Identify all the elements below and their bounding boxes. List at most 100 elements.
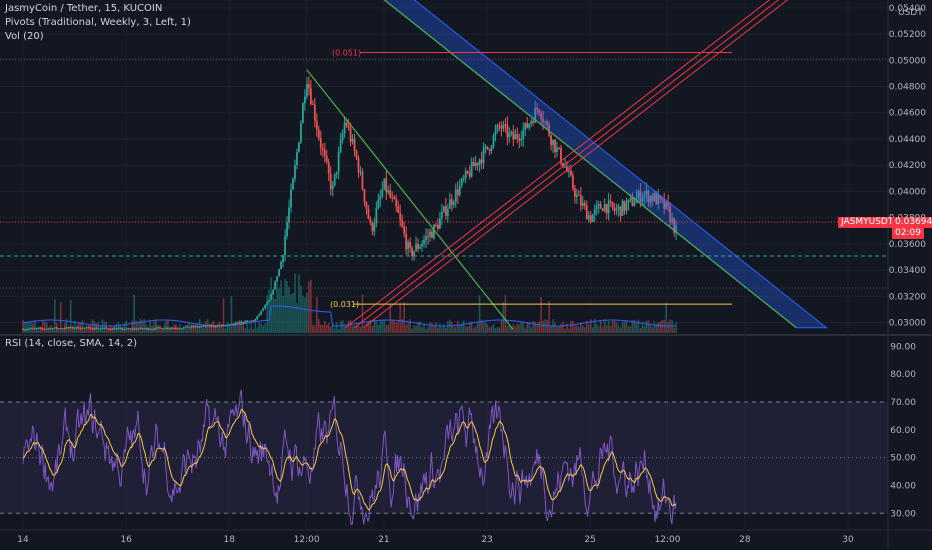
volume-bar — [214, 324, 217, 333]
candle-body — [369, 218, 372, 223]
volume-bar — [274, 298, 276, 333]
candle-body — [307, 84, 310, 89]
volume-bar — [490, 326, 493, 333]
candle-body — [631, 197, 634, 206]
candle-body — [343, 122, 346, 134]
candle-body — [264, 304, 267, 309]
volume-bar — [73, 320, 76, 333]
volume-bar — [639, 327, 642, 333]
candle-body — [468, 172, 471, 177]
candle-body — [327, 161, 330, 174]
volume-bar — [482, 322, 485, 333]
candle-body — [351, 138, 354, 142]
volume-bar — [379, 321, 382, 333]
candle-body — [319, 138, 322, 148]
candle-body — [321, 147, 324, 150]
volume-bar — [486, 324, 489, 333]
volume-bar — [317, 319, 320, 333]
volume-bar — [53, 299, 56, 333]
volume-bar — [528, 322, 531, 333]
candle-body — [575, 194, 578, 197]
volume-bar — [474, 326, 477, 333]
candle-body — [274, 281, 277, 290]
volume-bar — [242, 321, 245, 333]
candle-body — [313, 104, 316, 121]
candle-body — [460, 178, 463, 186]
volume-bar — [357, 324, 360, 333]
candle-body — [315, 120, 318, 130]
candle-body — [536, 107, 539, 110]
candle-body — [214, 326, 217, 328]
volume-bar — [538, 321, 540, 333]
candle-body — [581, 202, 584, 206]
volume-bar — [290, 294, 292, 333]
candle-body — [649, 196, 652, 203]
volume-bar — [496, 327, 499, 333]
volume-bar — [375, 321, 378, 333]
volume-bar — [568, 328, 570, 333]
candle-body — [194, 326, 197, 328]
candle-body — [659, 195, 662, 199]
candle-body — [673, 218, 676, 233]
candle-body — [663, 199, 666, 209]
price-tick-label: 0.05400 — [889, 4, 926, 14]
candle-body — [278, 269, 280, 277]
candle-body — [669, 206, 672, 223]
candle-body — [290, 189, 292, 208]
candle-body — [540, 112, 543, 120]
candle-body — [425, 236, 427, 240]
candle-body — [403, 226, 406, 234]
candle-body — [28, 328, 30, 330]
candle-body — [353, 138, 356, 151]
candle-body — [337, 151, 340, 172]
candle-body — [186, 326, 189, 328]
volume-bar — [450, 321, 453, 333]
candle-body — [276, 276, 279, 282]
candle-body — [568, 170, 570, 172]
chart-title: JasmyCoin / Tether, 15, KUCOIN — [5, 3, 163, 14]
volume-bar — [584, 327, 586, 333]
volume-bar — [665, 303, 667, 333]
candle-body — [22, 329, 24, 331]
candle-body — [641, 197, 644, 202]
candle-body — [153, 328, 155, 330]
volume-bar — [266, 295, 268, 333]
candle-body — [671, 218, 674, 223]
volume-bar — [454, 326, 457, 333]
candle-body — [440, 211, 443, 219]
volume-bar — [34, 320, 36, 333]
candle-body — [49, 328, 52, 330]
candle-body — [145, 328, 147, 330]
volume-bar — [107, 328, 110, 333]
candle-body — [516, 134, 519, 139]
candle-body — [143, 328, 145, 330]
volume-bar — [139, 319, 141, 333]
price-tick-label: 0.04200 — [889, 161, 926, 171]
candle-body — [335, 171, 338, 174]
volume-bar — [647, 320, 650, 333]
volume-bar — [314, 325, 316, 333]
candle-body — [490, 146, 493, 151]
volume-bar — [157, 324, 159, 333]
volume-bar — [254, 320, 257, 333]
candle-body — [452, 202, 455, 205]
volume-bar — [186, 323, 189, 333]
candle-body — [454, 189, 457, 203]
volume-bar — [240, 320, 243, 333]
candle-body — [288, 207, 290, 223]
candle-body — [623, 200, 626, 211]
volume-bar — [44, 321, 46, 333]
candle-body — [105, 327, 108, 329]
candle-body — [512, 131, 515, 140]
volume-bar — [65, 319, 68, 333]
volume-bar — [335, 322, 338, 333]
volume-bar — [439, 323, 441, 333]
volume-bar — [316, 296, 318, 333]
candle-body — [429, 231, 431, 237]
candle-body — [393, 197, 396, 200]
candle-body — [546, 121, 548, 125]
volume-bar — [69, 299, 72, 333]
volume-bar — [133, 294, 135, 333]
candle-body — [294, 164, 296, 179]
